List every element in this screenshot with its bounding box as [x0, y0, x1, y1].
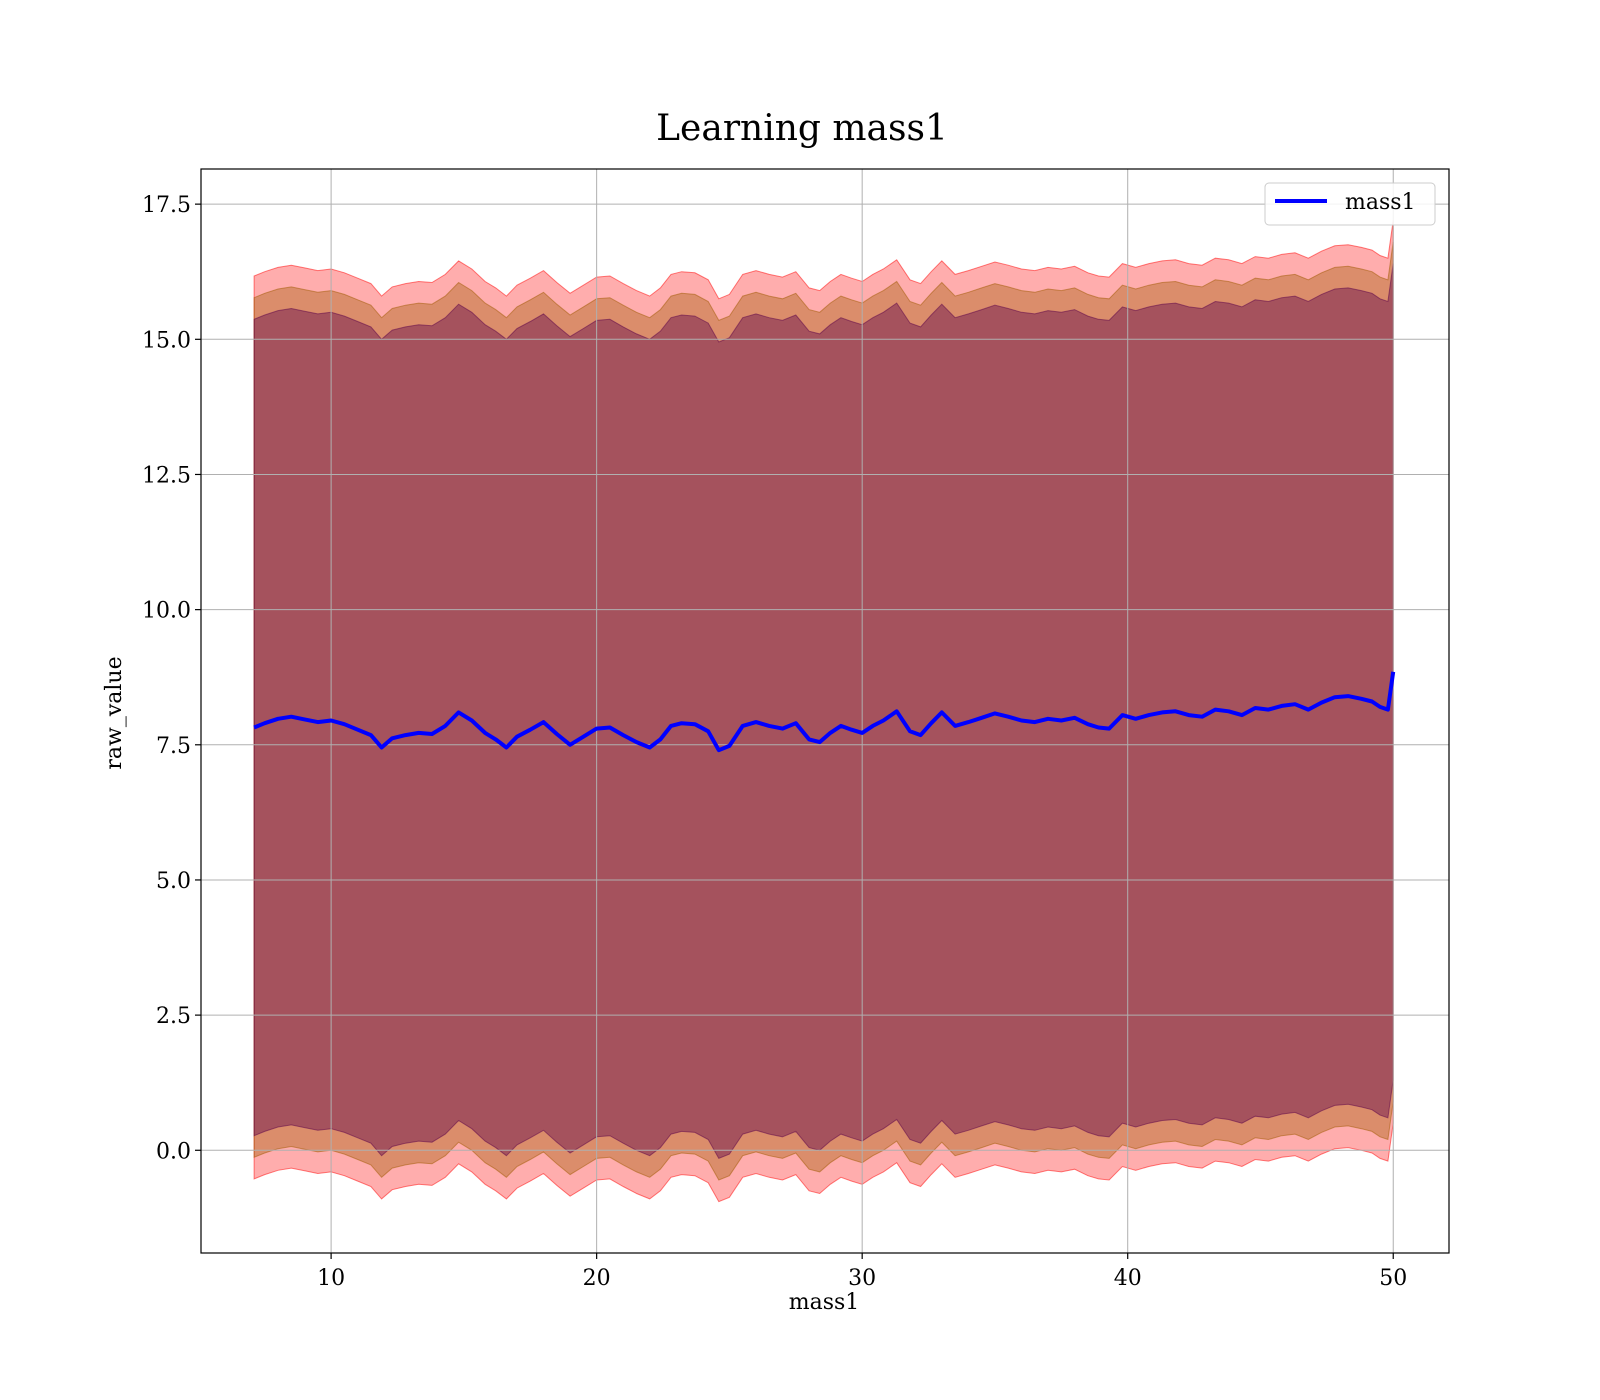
y-axis-ticks: 0.0 2.5 5.0 7.5 10.0 12.5 15.0 17.5: [142, 193, 201, 1164]
plot-frame: [200, 168, 1450, 1254]
confidence-bands: [253, 220, 1394, 1203]
chart-title: Learning mass1: [656, 108, 948, 149]
y-tick-label: 12.5: [142, 463, 191, 488]
series-line-mass1: [253, 671, 1396, 753]
y-tick-label: 15.0: [142, 328, 191, 353]
x-tick-label: 10: [317, 1266, 345, 1291]
legend-box: [1264, 182, 1436, 226]
y-tick-label: 0.0: [156, 1139, 191, 1164]
x-axis-label: mass1: [789, 1290, 860, 1315]
legend-label-mass1: mass1: [1345, 190, 1416, 215]
y-tick-label: 5.0: [156, 869, 191, 894]
x-tick-label: 40: [1114, 1266, 1142, 1291]
x-tick-label: 50: [1379, 1266, 1407, 1291]
series-lines: [253, 671, 1396, 753]
y-tick-label: 2.5: [156, 1004, 191, 1029]
legend: mass1: [1264, 182, 1436, 226]
grid-lines: [201, 169, 1449, 1253]
x-axis-ticks: 10 20 30 40 50: [317, 1253, 1407, 1291]
y-tick-label: 17.5: [142, 193, 191, 218]
x-tick-label: 20: [583, 1266, 611, 1291]
x-tick-label: 30: [848, 1266, 876, 1291]
y-axis-label: raw_value: [102, 656, 127, 769]
y-tick-label: 7.5: [156, 734, 191, 759]
y-tick-label: 10.0: [142, 599, 191, 624]
